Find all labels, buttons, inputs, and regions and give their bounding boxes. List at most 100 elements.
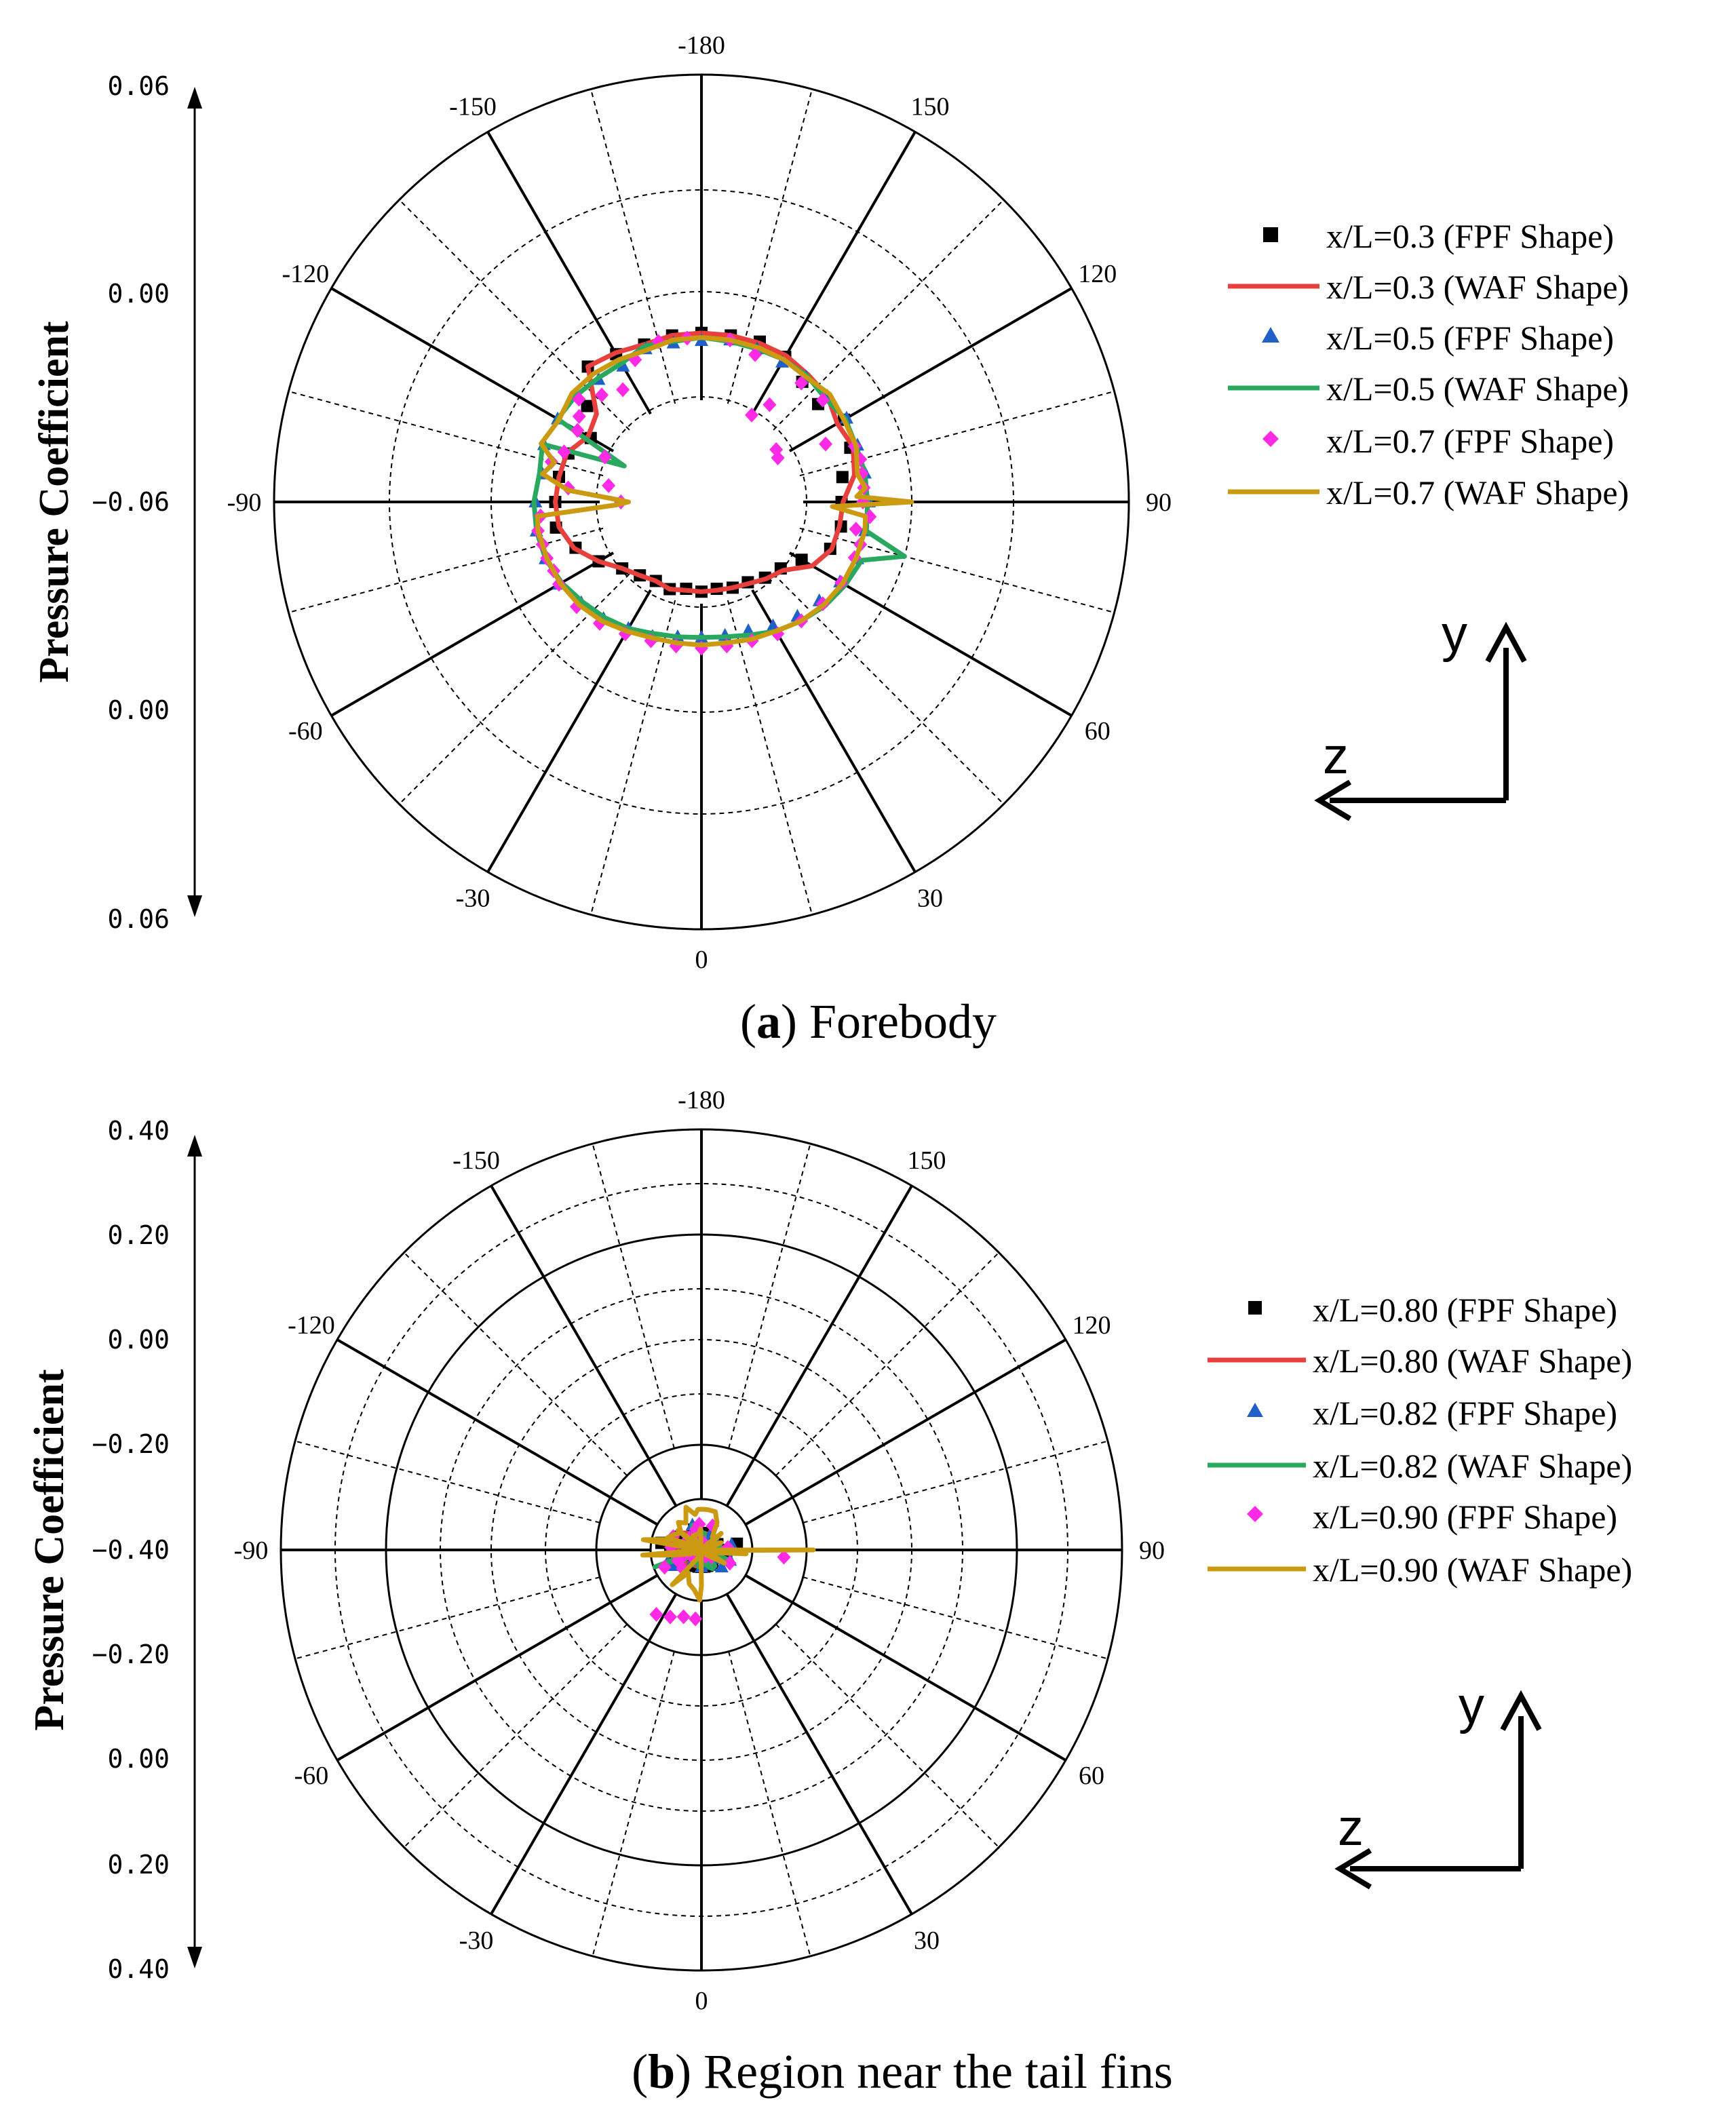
- angular-tick-label: 0: [695, 946, 708, 974]
- radial-tick-a-3: 0.00: [107, 695, 170, 725]
- grid-spoke-major: [490, 1593, 678, 1915]
- arrow-left-icon: [1314, 779, 1352, 821]
- angular-tick-label: -60: [294, 1762, 329, 1790]
- angular-tick-labels-b: -180 150 120 90 60 30 0 -30 -60 -90 -120 -150: [234, 1086, 1165, 2015]
- legend-marker-diamond: [1247, 1506, 1263, 1522]
- angular-tick-label: -90: [234, 1536, 269, 1565]
- legend-label: x/L=0.80 (FPF Shape): [1313, 1291, 1617, 1329]
- coordinate-indicator-a: y z: [1314, 605, 1527, 821]
- series-4-point: [815, 392, 830, 408]
- series-4-point: [557, 444, 571, 460]
- legend-a: x/L=0.3 (FPF Shape) x/L=0.3 (WAF Shape) …: [1228, 217, 1629, 511]
- grid-spoke-major: [744, 1574, 1066, 1762]
- radial-tick-b-2: 0.00: [107, 1325, 170, 1355]
- grid-spoke-major: [725, 1185, 913, 1507]
- series-4-point: [676, 1609, 691, 1625]
- series-line-5: [535, 335, 914, 648]
- grid-spoke-minor: [727, 89, 813, 404]
- grid-spoke-minor: [288, 527, 604, 614]
- data-series-b: [640, 1504, 816, 1627]
- series-line-5: [640, 1504, 816, 1603]
- legend-label: x/L=0.82 (FPF Shape): [1313, 1394, 1617, 1432]
- legend-marker-triangle: [1262, 327, 1279, 343]
- legend-b: x/L=0.80 (FPF Shape) x/L=0.80 (WAF Shape…: [1208, 1291, 1632, 1589]
- y-axis-label-b: Pressure Coefficient: [26, 1369, 73, 1730]
- y-axis-letter: y: [1459, 1677, 1484, 1734]
- angular-tick-label: 150: [911, 92, 950, 121]
- radial-tick-a-0: 0.06: [107, 71, 170, 101]
- radial-scale-axis-b: 0.40 0.20 0.00 −0.20 −0.40 −0.20 0.00 0.…: [92, 1116, 202, 1984]
- angular-tick-label: 150: [908, 1146, 946, 1175]
- angular-tick-label: -30: [456, 885, 490, 913]
- series-4-point: [602, 478, 616, 493]
- radial-tick-b-7: 0.20: [107, 1850, 170, 1880]
- grid-spoke-minor: [727, 600, 813, 915]
- grid-spoke-minor: [294, 1576, 600, 1660]
- radial-scale-axis-a: 0.06 0.00 −0.06 0.00 0.06: [92, 71, 202, 934]
- angular-tick-label: -60: [288, 717, 323, 745]
- panel-a-forebody: -180 150 120 90 60 30 0 -30 -60 -90 -120 -150 0.06 …: [31, 31, 1629, 1049]
- angular-tick-label: -180: [678, 1086, 725, 1114]
- series-4-point: [649, 1607, 663, 1623]
- arrow-up-icon: [187, 87, 202, 109]
- legend-marker-diamond: [1262, 431, 1279, 447]
- series-line-1: [553, 330, 857, 594]
- arrow-up-icon: [1500, 1690, 1542, 1731]
- legend-marker-triangle: [1247, 1403, 1263, 1417]
- grid-spoke-major: [751, 131, 917, 415]
- grid-spoke-minor: [803, 1576, 1108, 1660]
- radial-tick-b-6: 0.00: [107, 1744, 170, 1774]
- legend-label: x/L=0.5 (WAF Shape): [1326, 370, 1629, 408]
- legend-marker-square: [1263, 227, 1278, 242]
- grid-spoke-major: [788, 551, 1073, 717]
- arrow-down-icon: [187, 895, 202, 917]
- grid-spoke-minor: [799, 527, 1115, 614]
- angular-tick-label: 120: [1078, 260, 1117, 288]
- caption-b: (b) Region near the tail fins: [632, 2044, 1173, 2099]
- series-4-point: [777, 1549, 791, 1565]
- grid-spoke-major: [486, 131, 652, 415]
- series-4-point: [595, 387, 609, 403]
- angular-tick-label: -180: [678, 31, 725, 60]
- legend-label: x/L=0.5 (FPF Shape): [1326, 319, 1614, 357]
- radial-tick-b-1: 0.20: [107, 1220, 170, 1250]
- angular-tick-label: -120: [288, 1311, 335, 1340]
- caption-b-letter: b: [648, 2044, 675, 2099]
- legend-label: x/L=0.90 (FPF Shape): [1313, 1498, 1617, 1536]
- series-2-point: [714, 1559, 729, 1573]
- series-4-point: [745, 407, 758, 423]
- angular-tick-label: 90: [1139, 1536, 1165, 1565]
- caption-a-letter: a: [756, 994, 781, 1049]
- series-4-point: [819, 436, 833, 452]
- angular-tick-label: -150: [449, 92, 497, 121]
- angular-tick-label: 60: [1085, 717, 1111, 745]
- panel-b-tail-fins: -180 150 120 90 60 30 0 -30 -60 -90 -120 -150 0.40 …: [26, 1086, 1632, 2099]
- grid-spoke-major: [336, 1338, 659, 1526]
- radial-tick-b-5: −0.20: [92, 1639, 170, 1669]
- z-axis-letter: z: [1323, 727, 1349, 785]
- series-4-point: [572, 391, 586, 407]
- y-axis-label-a: Pressure Coefficient: [31, 321, 77, 682]
- series-4-point: [572, 408, 586, 424]
- y-axis-letter: y: [1442, 605, 1467, 663]
- arrow-up-icon: [1485, 621, 1527, 663]
- radial-tick-a-2: −0.06: [92, 487, 170, 517]
- grid-spoke-minor: [590, 600, 676, 915]
- caption-a: (a) Forebody: [740, 994, 997, 1049]
- angular-tick-label: -30: [459, 1926, 494, 1955]
- angular-tick-label: 120: [1073, 1311, 1111, 1340]
- grid-spoke-minor: [773, 199, 1005, 431]
- arrow-up-icon: [187, 1135, 202, 1157]
- legend-marker-square: [1248, 1301, 1262, 1315]
- data-series-a: [528, 326, 914, 656]
- polar-grid-a: [273, 73, 1130, 931]
- grid-spoke-major: [330, 551, 615, 717]
- polar-grid-b: [279, 1128, 1123, 1972]
- grid-spoke-minor: [592, 1651, 675, 1957]
- angular-tick-label: -120: [282, 260, 329, 288]
- series-4-point: [769, 442, 784, 457]
- grid-spoke-minor: [592, 1143, 675, 1449]
- radial-tick-b-4: −0.40: [92, 1535, 170, 1565]
- legend-label: x/L=0.3 (WAF Shape): [1326, 268, 1629, 306]
